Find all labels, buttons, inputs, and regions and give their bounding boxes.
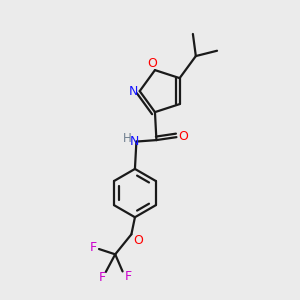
Text: F: F: [124, 270, 131, 283]
Text: N: N: [130, 135, 140, 148]
Text: F: F: [99, 271, 106, 284]
Text: F: F: [90, 242, 97, 254]
Text: H: H: [123, 131, 132, 145]
Text: O: O: [133, 234, 143, 247]
Text: O: O: [147, 57, 157, 70]
Text: N: N: [128, 85, 138, 98]
Text: O: O: [178, 130, 188, 143]
